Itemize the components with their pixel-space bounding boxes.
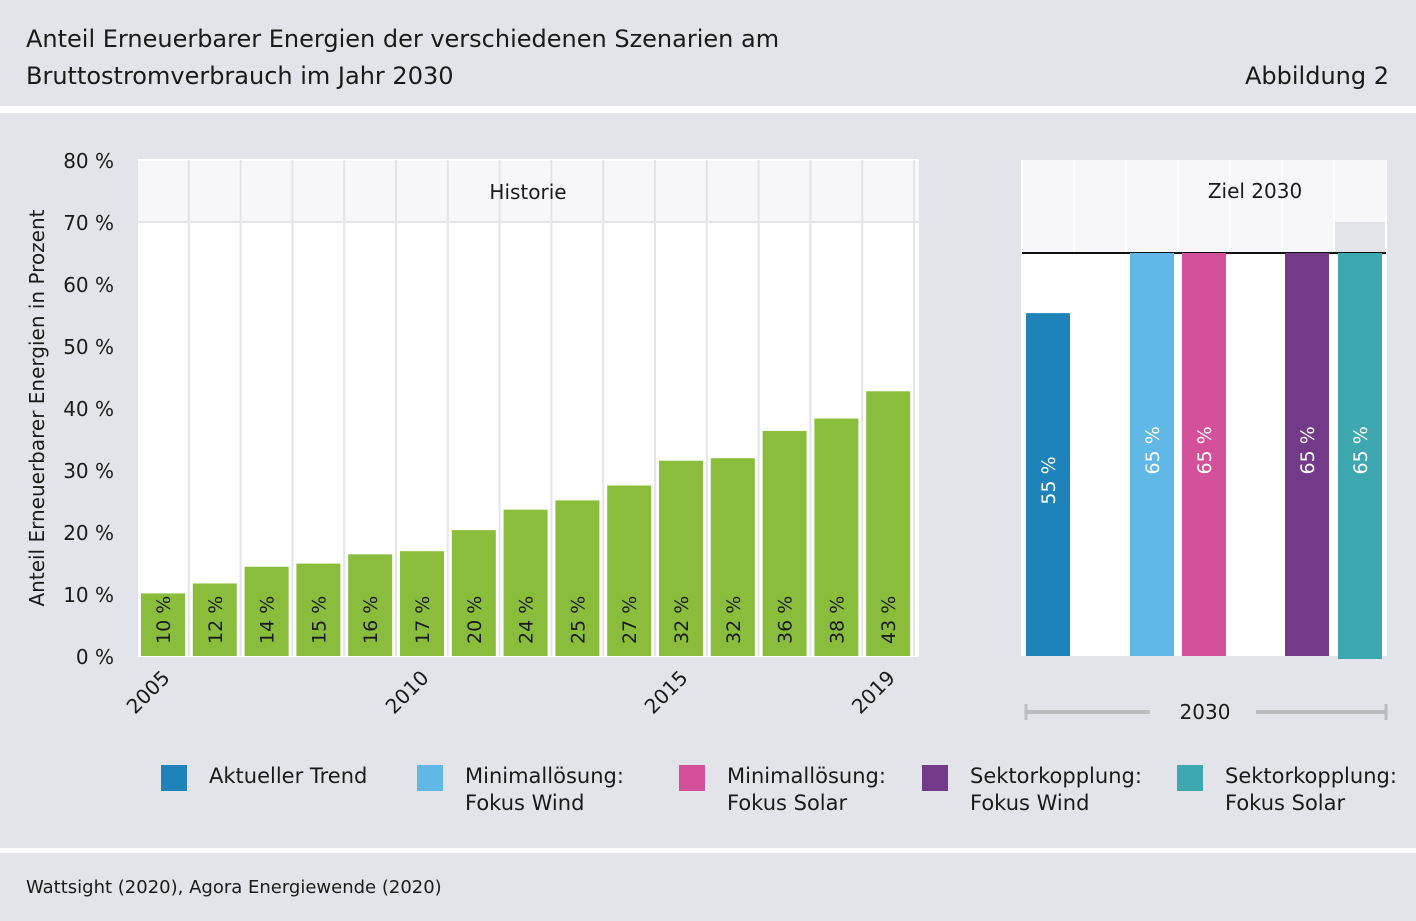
scenario-bar-1 (1026, 313, 1070, 656)
x-tick-label: 2015 (640, 666, 693, 719)
header-band: Anteil Erneuerbarer Energien der verschi… (0, 0, 1416, 106)
legend-swatch (679, 765, 705, 791)
legend-swatch (1177, 765, 1203, 791)
legend-label-line1: Minimallösung: (727, 764, 886, 788)
y-tick-label: 0 % (76, 645, 114, 669)
history-bar-2018 (814, 418, 859, 656)
scenario-bar-label: 65 % (1297, 426, 1319, 474)
history-bar-2014 (607, 485, 652, 656)
legend-label: Sektorkopplung: Fokus Wind (970, 763, 1142, 817)
figure-label: Abbildung 2 (1244, 62, 1389, 90)
legend-label: Sektorkopplung: Fokus Solar (1225, 763, 1397, 817)
legend-label: Aktueller Trend (209, 763, 367, 790)
history-bar-label: 20 % (464, 596, 486, 644)
y-axis-label: Anteil Erneuerbarer Energien in Prozent (25, 209, 49, 606)
y-tick-label: 40 % (63, 397, 114, 421)
legend-label-line2: Fokus Solar (727, 791, 848, 815)
legend-label-line1: Aktueller Trend (209, 764, 368, 788)
history-bar-2013 (555, 500, 600, 656)
section-label-history: Historie (489, 180, 566, 204)
history-bar-label: 36 % (775, 596, 797, 644)
scenario-bar-3 (1182, 253, 1226, 656)
y-tick-label: 50 % (63, 335, 114, 359)
history-bar-2012 (503, 509, 548, 656)
section-label-target: Ziel 2030 (1208, 179, 1302, 203)
legend-swatch (922, 765, 948, 791)
history-bar-2015 (659, 460, 703, 656)
legend-label-line1: Sektorkopplung: (970, 764, 1142, 788)
y-tick-label: 60 % (63, 273, 114, 297)
history-bar-2019 (866, 391, 911, 656)
history-bar-label: 32 % (671, 596, 693, 644)
history-bar-label: 14 % (257, 596, 279, 644)
legend-label: Minimallösung: Fokus Solar (727, 763, 886, 817)
history-bar-2009 (348, 554, 393, 656)
scenario-bar-label: 65 % (1194, 426, 1216, 474)
scenario-bar-label: 55 % (1038, 456, 1060, 504)
history-header-bg (137, 160, 919, 222)
x-tick-label: 2019 (847, 666, 900, 719)
history-bar-label: 16 % (360, 596, 382, 644)
chart-title-line-2: Bruttostromverbrauch im Jahr 2030 (26, 62, 454, 90)
history-bar-label: 38 % (826, 596, 848, 644)
chart-title-line-1: Anteil Erneuerbarer Energien der verschi… (26, 25, 780, 53)
history-bar-label: 43 % (878, 596, 900, 644)
y-tick-label: 20 % (63, 521, 114, 545)
scenario-bar-5 (1338, 253, 1382, 659)
bar-chart: 0 % 10 % 20 % 30 % 40 % 50 % 60 % 70 % 80 % Histo… (25, 149, 1388, 724)
year-label-2030: 2030 (1180, 700, 1231, 724)
history-bar-label: 10 % (153, 596, 175, 644)
scenario-bar-label: 65 % (1142, 426, 1164, 474)
history-bar-2010 (400, 551, 444, 656)
scenario-bar-label: 65 % (1350, 426, 1372, 474)
x-tick-label: 2010 (381, 666, 434, 719)
history-bar-label: 12 % (205, 596, 227, 644)
source-note: Wattsight (2020), Agora Energiewende (20… (26, 877, 442, 898)
legend-label-line2: Fokus Wind (970, 791, 1090, 815)
legend-label-line2: Fokus Solar (1225, 791, 1346, 815)
y-tick-label: 70 % (63, 211, 114, 235)
legend-swatch (161, 765, 187, 791)
history-bar-2017 (762, 430, 807, 656)
y-tick-label: 80 % (63, 149, 114, 173)
history-bar-label: 25 % (567, 596, 589, 644)
history-bar-2007 (244, 566, 289, 656)
legend-label-line2: Fokus Wind (465, 791, 585, 815)
x-tick-label: 2005 (122, 666, 175, 719)
legend-label: Minimallösung: Fokus Wind (465, 763, 624, 817)
history-bar-label: 24 % (516, 596, 538, 644)
scenario-bar-4 (1285, 253, 1329, 656)
history-bar-label: 32 % (723, 596, 745, 644)
chart-panel: 0 % 10 % 20 % 30 % 40 % 50 % 60 % 70 % 80 % Histo… (0, 113, 1416, 848)
history-bar-2016 (710, 458, 755, 656)
y-tick-label: 10 % (63, 583, 114, 607)
history-bar-2005 (141, 593, 185, 656)
history-bar-label: 17 % (412, 596, 434, 644)
history-bar-label: 27 % (619, 596, 641, 644)
history-bar-2006 (192, 583, 237, 656)
legend-label-line1: Minimallösung: (465, 764, 624, 788)
target-header-bg (1022, 160, 1386, 222)
history-bar-label: 15 % (308, 596, 330, 644)
scenario-bar-2 (1130, 253, 1174, 656)
history-bar-2011 (451, 530, 496, 656)
history-bar-2008 (296, 563, 341, 656)
legend-swatch (417, 765, 443, 791)
legend-label-line1: Sektorkopplung: (1225, 764, 1397, 788)
y-tick-label: 30 % (63, 459, 114, 483)
footer-band: Wattsight (2020), Agora Energiewende (20… (0, 853, 1416, 921)
